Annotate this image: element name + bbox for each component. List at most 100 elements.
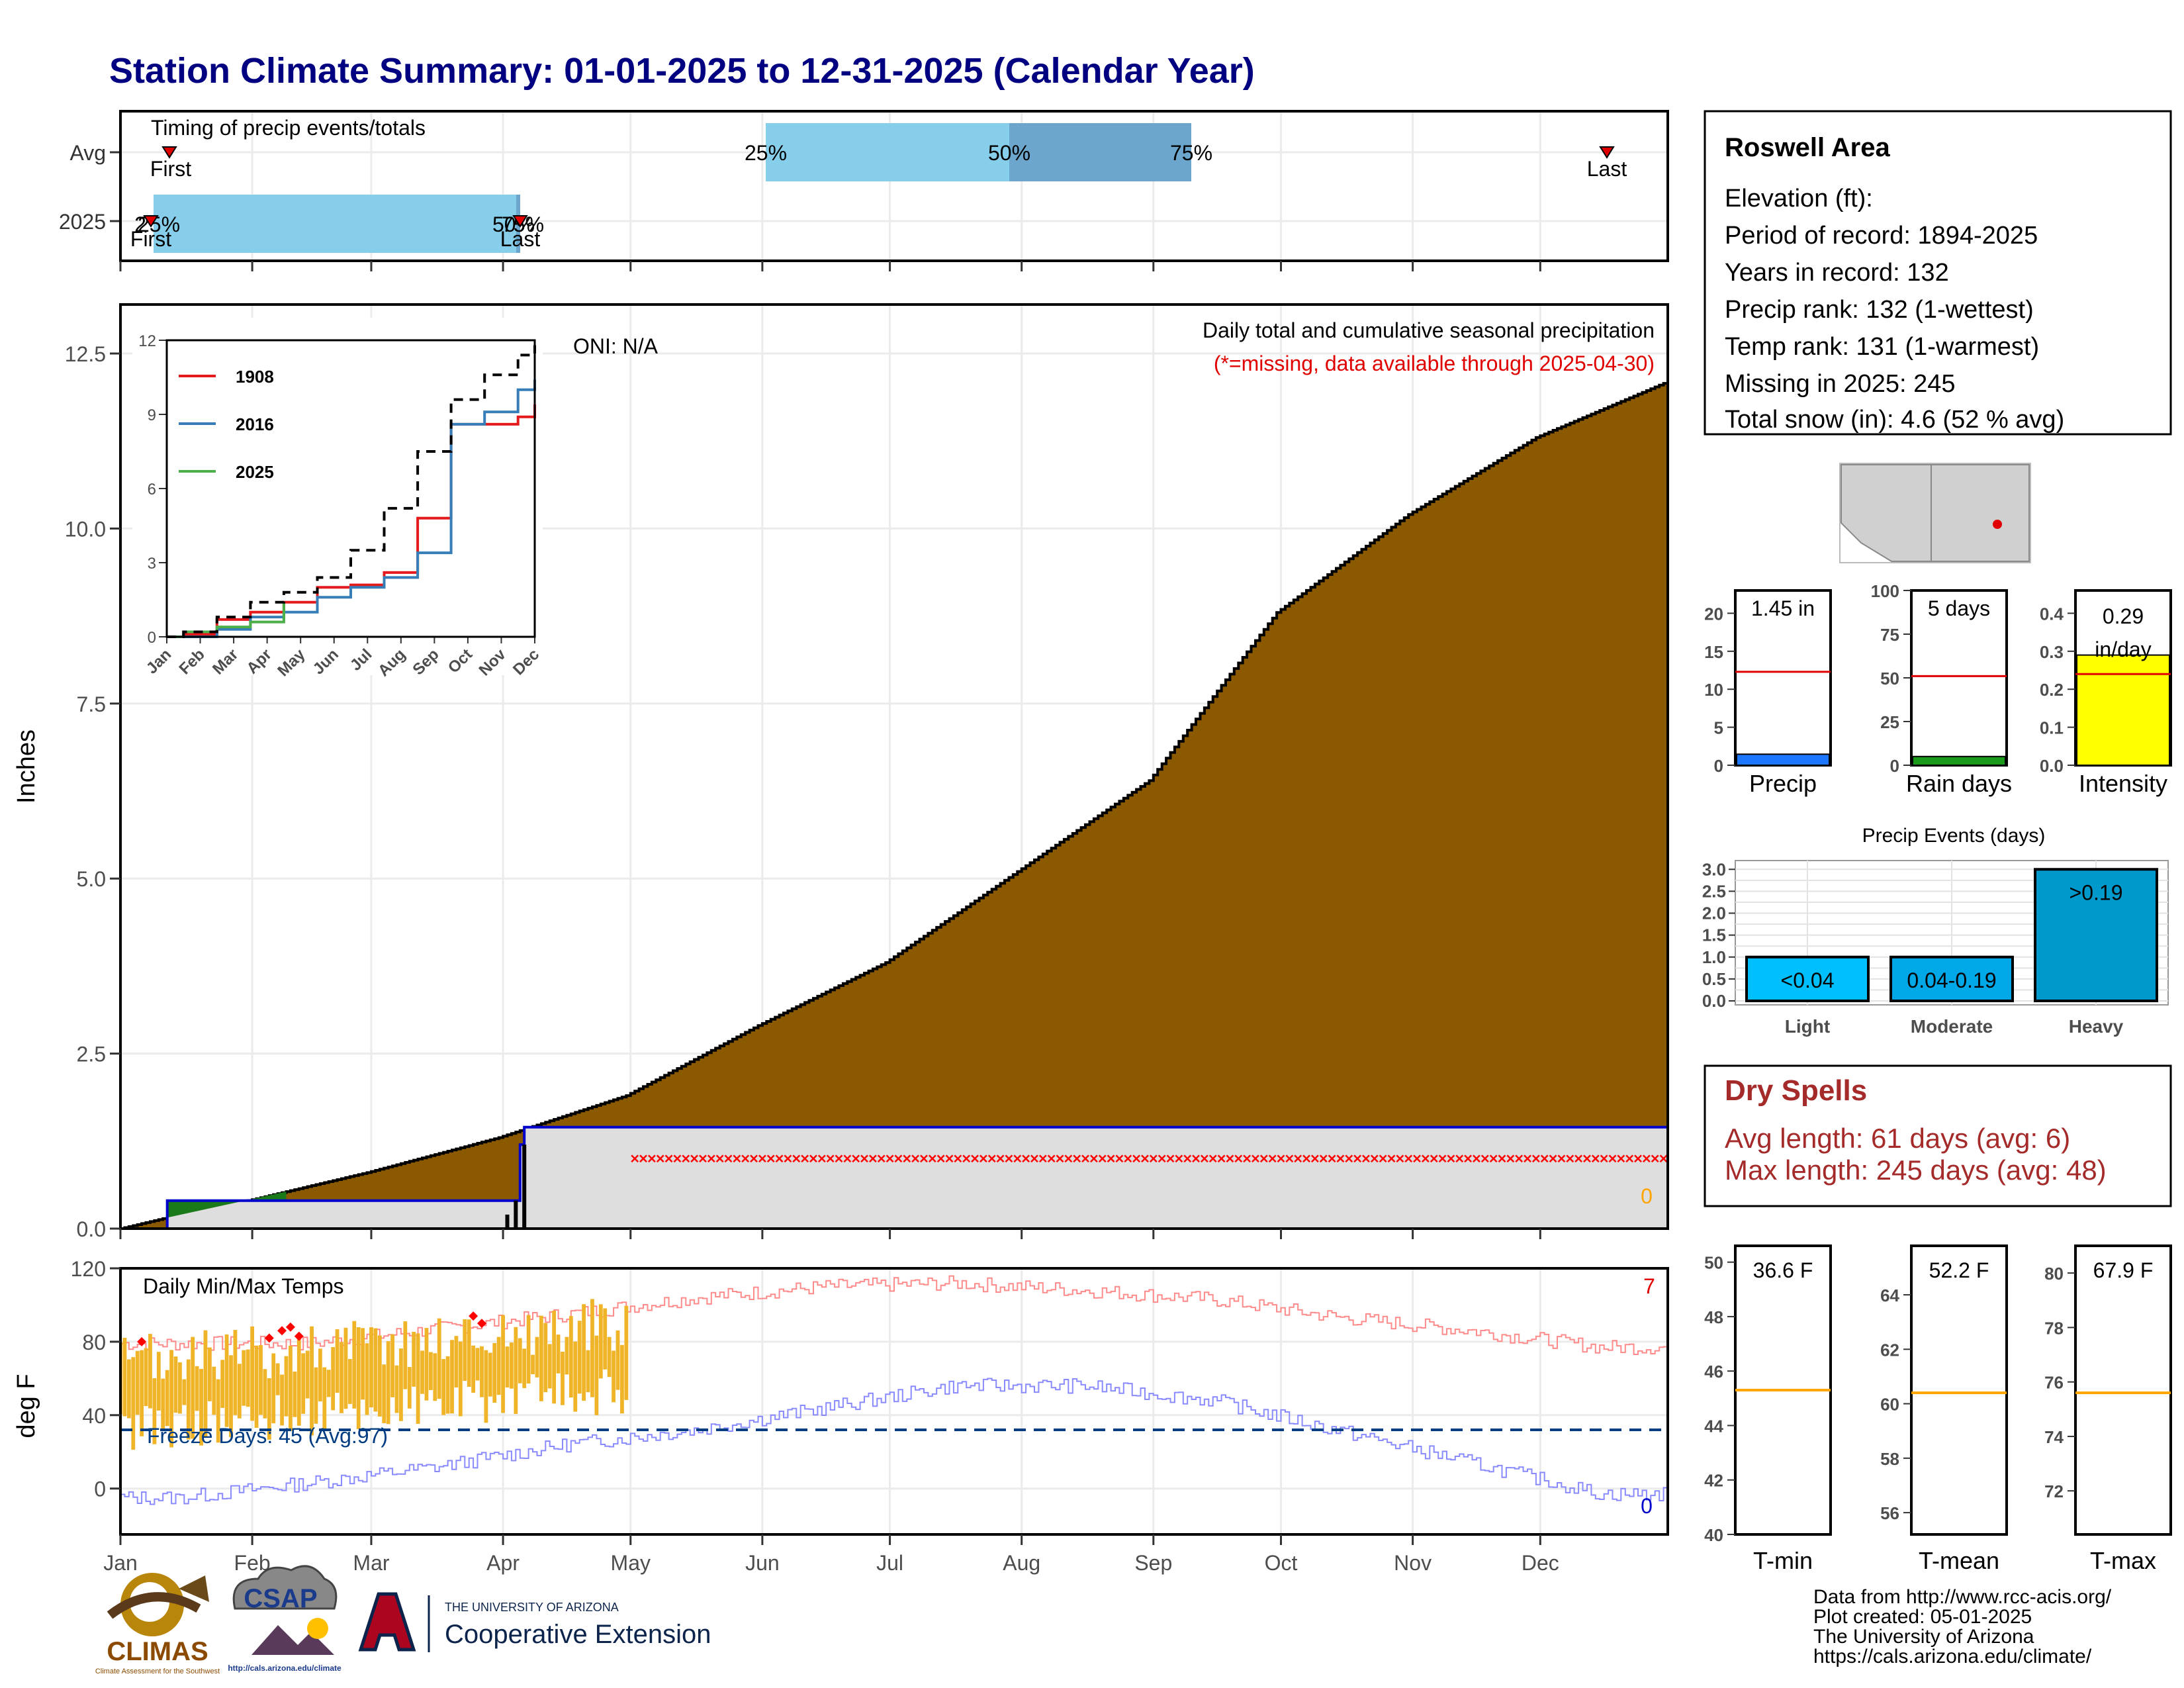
precip-panel: 0.0 2.5 5.0 7.5 10.0 12.5 Inches Daily total … <box>13 261 1669 1241</box>
missing-mark <box>1422 1154 1430 1163</box>
daily-temp-bar <box>280 1374 284 1426</box>
missing-mark <box>962 1154 971 1163</box>
missing-mark <box>741 1154 750 1163</box>
daily-temp-bar <box>615 1330 620 1390</box>
dry-spells-title: Dry Spells <box>1725 1074 1867 1107</box>
precip-y-label: Inches <box>13 729 40 804</box>
events-bar <box>2034 868 2158 1002</box>
missing-mark <box>1336 1154 1345 1163</box>
record-mark <box>294 1331 304 1341</box>
missing-mark <box>1549 1154 1557 1163</box>
daily-temp-bar <box>471 1345 476 1393</box>
daily-temp-bar <box>195 1366 199 1411</box>
month-label: Jul <box>876 1551 903 1575</box>
month-label: Mar <box>353 1551 389 1575</box>
events-tick-label: 0.5 <box>1702 969 1726 989</box>
events-tick-label: 2.0 <box>1702 904 1726 923</box>
month-axis-labels: Jan Feb Mar Apr May Jun Jul Aug Sep Oct Nov Dec <box>103 1551 1559 1575</box>
avg-last-label: Last <box>1587 157 1627 181</box>
tmin-tick-label: 44 <box>1704 1416 1723 1436</box>
credits: Data from http://www.rcc-acis.org/ Plot … <box>1813 1586 2112 1667</box>
daily-temp-bar <box>161 1378 165 1429</box>
missing-mark <box>936 1154 945 1163</box>
missing-mark <box>1370 1154 1379 1163</box>
precip-tick-label: 20 <box>1704 604 1723 624</box>
inset-legend-label: 2016 <box>236 414 274 434</box>
month-label: Jan <box>103 1551 138 1575</box>
missing-mark <box>699 1154 707 1163</box>
missing-mark <box>1625 1154 1634 1163</box>
tmax-label: T-max <box>2090 1547 2156 1574</box>
daily-temp-bar <box>267 1378 271 1440</box>
daily-temp-bar <box>590 1299 594 1397</box>
precip-annotation: Daily total and cumulative seasonal prec… <box>1203 318 1655 342</box>
precip-tick-label: 5 <box>1714 718 1723 738</box>
daily-temp-bar <box>293 1371 297 1417</box>
precip-mini-label: Precip <box>1749 770 1817 797</box>
daily-temp-bar <box>394 1365 399 1413</box>
temp-tick-label: 40 <box>82 1404 106 1428</box>
tmin-tick-label: 48 <box>1704 1307 1723 1327</box>
month-label: Sep <box>1134 1551 1172 1575</box>
daily-temp-bar <box>450 1340 454 1414</box>
precip-tick-label: 2.5 <box>77 1043 106 1066</box>
missing-mark <box>987 1154 996 1163</box>
avg-quartile-bar-low <box>766 123 1009 181</box>
missing-mark <box>758 1154 766 1163</box>
oni-label: ONI: N/A <box>573 334 659 358</box>
credit-line-4: https://cals.arizona.edu/climate/ <box>1813 1646 2092 1667</box>
station-line-precip-rank: Precip rank: 132 (1-wettest) <box>1725 296 2034 324</box>
daily-temp-bar <box>577 1321 582 1394</box>
precip-tick-label: 15 <box>1704 642 1723 662</box>
daily-precip-bar <box>522 1145 527 1229</box>
daily-temp-bar <box>229 1355 233 1438</box>
daily-temp-bar <box>144 1348 148 1407</box>
temp-boxes: 36.6 F 40 42 44 46 48 50 T-min 52.2 F 56 58 60 6… <box>1704 1244 2172 1574</box>
missing-mark <box>715 1154 724 1163</box>
timing-panel: Timing of precip events/totals 25% 50% 7… <box>59 110 1669 262</box>
temp-tick-label: 0 <box>94 1477 106 1501</box>
daily-temp-bar <box>514 1327 518 1414</box>
missing-mark <box>1498 1154 1506 1163</box>
y2025-quartile-bar <box>154 195 519 253</box>
tmax-value: 67.9 F <box>2093 1258 2154 1282</box>
precip-mini-chart: 1.45 in 0 5 10 15 20 Precip <box>1704 589 1832 797</box>
temp-tick-label: 120 <box>71 1257 106 1281</box>
intensity-tick-label: 0.0 <box>2040 756 2064 776</box>
precip-events-chart: Precip Events (days) <0.04 0.04-0.19 >0.19… <box>1702 825 2169 1037</box>
missing-mark <box>1073 1154 1081 1163</box>
cumulative-average-area <box>120 381 1668 1229</box>
y2025-last-label: Last <box>500 227 541 251</box>
daily-temp-bar <box>463 1319 467 1382</box>
missing-mark <box>1175 1154 1183 1163</box>
tmin-label: T-min <box>1753 1547 1813 1574</box>
climas-subtitle: Climate Assessment for the Southwest <box>95 1667 220 1675</box>
missing-mark <box>1064 1154 1073 1163</box>
inset-legend: 1908 2016 2025 <box>179 367 274 482</box>
daily-temp-bar <box>531 1354 535 1375</box>
missing-mark <box>801 1154 809 1163</box>
daily-temp-bar <box>216 1379 220 1443</box>
page-title: Station Climate Summary: 01-01-2025 to 1… <box>109 51 1255 91</box>
missing-mark <box>852 1154 860 1163</box>
daily-temp-bar <box>594 1335 599 1415</box>
inset-tick-label: 0 <box>148 629 156 647</box>
missing-mark <box>1192 1154 1200 1163</box>
daily-precip-bar <box>505 1214 510 1229</box>
events-title: Precip Events (days) <box>1862 825 2046 847</box>
y2025-last-marker <box>512 215 528 228</box>
daily-temp-bar <box>254 1345 259 1428</box>
dry-spells-avg: Avg length: 61 days (avg: 6) <box>1725 1123 2070 1154</box>
daily-temp-bar <box>169 1350 173 1448</box>
precip-y-ticks: 0.0 2.5 5.0 7.5 10.0 12.5 <box>65 261 1541 1241</box>
missing-mark <box>724 1154 733 1163</box>
tmean-tick-label: 56 <box>1880 1503 1899 1523</box>
rain_days-tick-label: 0 <box>1890 756 1899 776</box>
daily-temp-bar <box>242 1350 246 1406</box>
missing-mark <box>1591 1154 1600 1163</box>
daily-temp-bar <box>586 1350 590 1393</box>
missing-mark <box>766 1154 775 1163</box>
missing-mark <box>817 1154 826 1163</box>
csap-wordmark: CSAP <box>244 1584 317 1613</box>
events-category-label: Moderate <box>1911 1016 1993 1037</box>
